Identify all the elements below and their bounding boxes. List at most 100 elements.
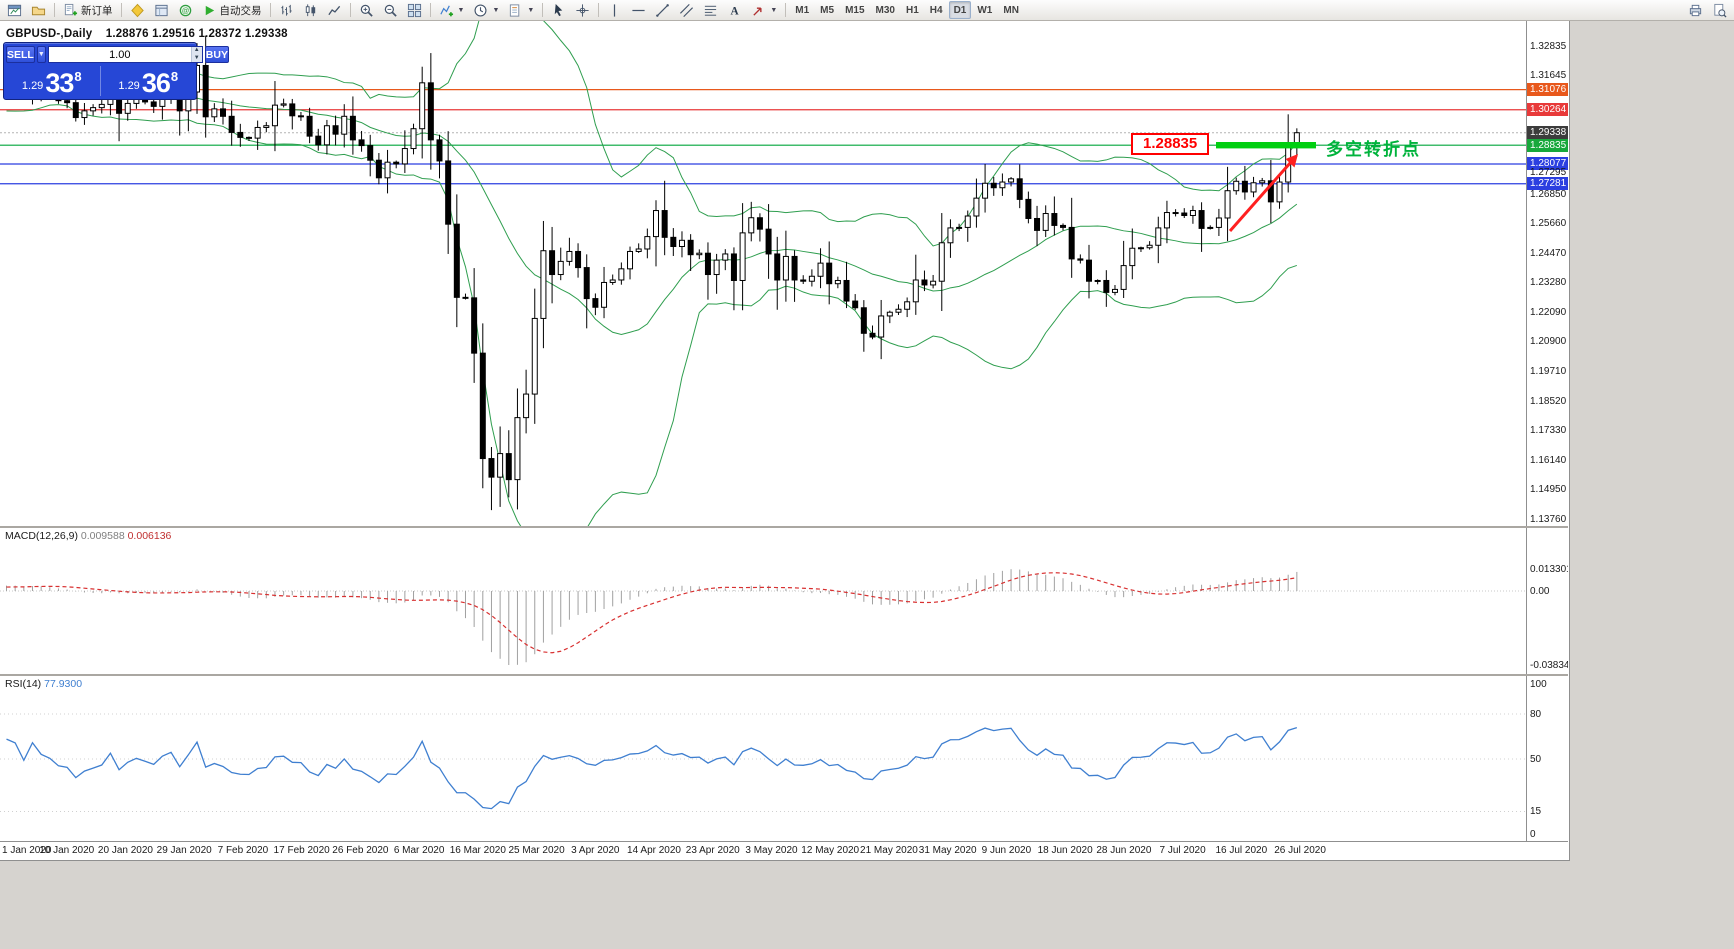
periods-icon: [473, 3, 488, 18]
volume-input[interactable]: [48, 47, 191, 62]
toolbar-separator: [598, 3, 600, 17]
one-click-trading-panel: SELL ▼ ▲ ▼ BUY 1.29 33 8: [3, 42, 229, 100]
horizontal-line-button[interactable]: [627, 1, 650, 19]
zoom-in-button[interactable]: [355, 1, 378, 19]
channel-icon: [679, 3, 694, 18]
macd-panel: MACD(12,26,9) 0.009588 0.006136 0.013301…: [0, 528, 1568, 674]
timeframe-h1-button[interactable]: H1: [901, 1, 924, 19]
timeframe-d1-button[interactable]: D1: [948, 1, 972, 19]
volume-up-button[interactable]: ▲: [190, 47, 202, 55]
panel-separator[interactable]: [0, 674, 1568, 676]
profiles-button[interactable]: [27, 1, 50, 19]
timeframe-h1-button-label: H1: [905, 4, 919, 16]
print-icon: [1688, 3, 1703, 18]
macd-canvas[interactable]: [0, 528, 1526, 674]
time-axis[interactable]: 1 Jan 2020 10 Jan 2020 20 Jan 2020 29 Jan 2…: [0, 841, 1568, 859]
autotrading-button[interactable]: 自动交易: [198, 1, 266, 19]
toolbar: 新订单 @ 自动交易 ▼ ▼ ▼ A ▼ M1 M5 M15 M30 H1 H4 D1 W1 MN: [0, 0, 1734, 21]
chart-window-icon: [7, 3, 22, 18]
indicators-button[interactable]: ▼: [435, 1, 469, 19]
tile-windows-button[interactable]: [403, 1, 426, 19]
price-axis[interactable]: 1.32835 1.31645 1.31076 1.30264 1.29338 1.288…: [1526, 21, 1568, 526]
market-watch-icon: [154, 3, 169, 18]
new-order-button[interactable]: 新订单: [59, 1, 117, 19]
price-axis-badge: 1.27281: [1527, 177, 1568, 191]
buy-price-button[interactable]: 1.29 36 8: [101, 64, 197, 98]
rsi-axis-label: 80: [1530, 708, 1542, 720]
time-axis-label: 28 Jun 2020: [1096, 845, 1152, 856]
channel-button[interactable]: [675, 1, 698, 19]
templates-button[interactable]: ▼: [504, 1, 538, 19]
new-chart-button[interactable]: [3, 1, 26, 19]
macd-axis-label: 0.013301: [1530, 563, 1568, 575]
timeframe-h4-button[interactable]: H4: [925, 1, 948, 19]
time-axis-label: 6 Mar 2020: [393, 845, 445, 856]
price-axis-label: 1.18520: [1530, 395, 1567, 407]
community-button[interactable]: @: [174, 1, 197, 19]
price-axis-label: 1.27295: [1530, 167, 1567, 179]
bars-chart-button[interactable]: [275, 1, 298, 19]
timeframe-m5-button-label: M5: [820, 4, 835, 16]
market-watch-button[interactable]: [150, 1, 173, 19]
rsi-axis-label: 15: [1530, 806, 1542, 817]
timeframe-m15-button-label: M15: [845, 4, 865, 16]
print-button[interactable]: [1684, 1, 1707, 19]
trade-panel-divider: [99, 66, 101, 96]
cursor-icon: [551, 3, 566, 18]
sell-price-button[interactable]: 1.29 33 8: [4, 64, 100, 98]
timeframe-m15-button[interactable]: M15: [840, 1, 869, 19]
templates-icon: [508, 3, 523, 18]
metaeditor-button[interactable]: [126, 1, 149, 19]
rsi-canvas[interactable]: [0, 676, 1526, 841]
rsi-name: RSI(14): [5, 678, 42, 690]
text-button[interactable]: A: [723, 1, 746, 19]
print-preview-button[interactable]: [1708, 1, 1731, 19]
arrows-button[interactable]: ▼: [747, 1, 781, 19]
timeframe-w1-button[interactable]: W1: [972, 1, 997, 19]
new-order-icon: [63, 3, 78, 18]
trendline-button[interactable]: [651, 1, 674, 19]
line-chart-button[interactable]: [323, 1, 346, 19]
timeframe-m30-button-label: M30: [875, 4, 895, 16]
crosshair-button[interactable]: [571, 1, 594, 19]
cursor-button[interactable]: [547, 1, 570, 19]
crosshair-icon: [575, 3, 590, 18]
price-axis-label: 1.22090: [1530, 306, 1567, 318]
timeframe-m1-button[interactable]: M1: [790, 1, 814, 19]
price-chart-canvas[interactable]: [0, 21, 1526, 526]
volume-down-button[interactable]: ▼: [190, 54, 202, 62]
zoom-in-icon: [359, 3, 374, 18]
timeframe-m30-button[interactable]: M30: [871, 1, 900, 19]
zoom-out-button[interactable]: [379, 1, 402, 19]
candlestick-chart-button[interactable]: [299, 1, 322, 19]
chart-title: GBPUSD-,Daily 1.28876 1.29516 1.28372 1.…: [6, 28, 288, 40]
panel-separator[interactable]: [0, 526, 1568, 528]
fibonacci-button[interactable]: [699, 1, 722, 19]
print-preview-icon: [1712, 3, 1727, 18]
time-axis-label: 16 Mar 2020: [449, 845, 506, 856]
macd-axis[interactable]: 0.013301 0.00 -0.038343: [1526, 528, 1568, 674]
timeframe-d1-button-label: D1: [953, 4, 967, 16]
time-axis-label: 16 Jul 2020: [1215, 845, 1268, 856]
vertical-line-button[interactable]: [603, 1, 626, 19]
price-axis-label: 1.14950: [1530, 484, 1567, 496]
timeframe-m1-button-label: M1: [795, 4, 810, 16]
volume-dropdown[interactable]: ▼: [36, 46, 46, 63]
chevron-down-icon: ▼: [492, 6, 500, 14]
tile-windows-icon: [407, 3, 422, 18]
timeframe-mn-button[interactable]: MN: [998, 1, 1024, 19]
periods-button[interactable]: ▼: [469, 1, 503, 19]
metaeditor-icon: [130, 3, 145, 18]
price-axis-label: 1.31645: [1530, 70, 1567, 81]
macd-axis-label: -0.038343: [1530, 659, 1568, 671]
timeframe-m5-button[interactable]: M5: [815, 1, 839, 19]
macd-label: MACD(12,26,9) 0.009588 0.006136: [5, 530, 171, 542]
rsi-axis[interactable]: 100 80 50 15 0: [1526, 676, 1568, 841]
sell-button[interactable]: SELL: [6, 46, 35, 63]
timeframe-mn-button-label: MN: [1003, 4, 1019, 16]
autotrading-button-label: 自动交易: [219, 4, 262, 17]
price-axis-badge: 1.28077: [1527, 157, 1568, 171]
time-axis-label: 7 Feb 2020: [217, 845, 269, 856]
macd-name: MACD(12,26,9): [5, 530, 78, 542]
buy-button[interactable]: BUY: [204, 46, 229, 63]
